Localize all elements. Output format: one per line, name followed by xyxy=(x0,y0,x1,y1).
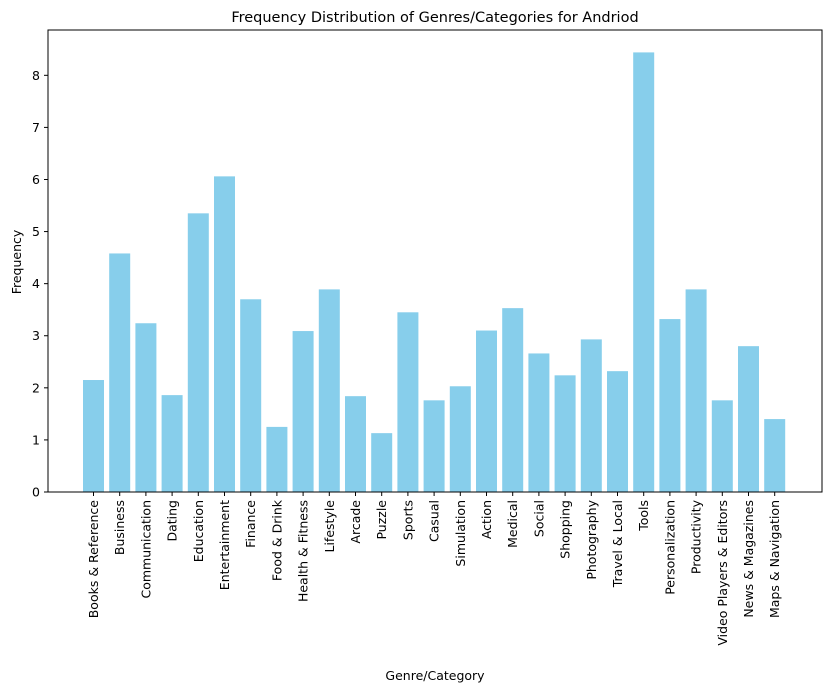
bar xyxy=(711,400,733,492)
x-tick-label: Dating xyxy=(165,500,180,542)
x-tick-label: Communication xyxy=(138,500,153,599)
chart-title: Frequency Distribution of Genres/Categor… xyxy=(231,10,638,26)
bar xyxy=(240,299,262,492)
bar xyxy=(83,380,104,492)
x-tick-label: Tools xyxy=(636,500,651,532)
bar xyxy=(476,330,497,492)
bar xyxy=(449,386,471,492)
bar xyxy=(135,323,157,492)
x-tick-label: Social xyxy=(531,500,546,537)
bar xyxy=(738,346,759,492)
y-tick-label: 2 xyxy=(32,380,40,395)
x-tick-label: Photography xyxy=(584,499,599,579)
bar xyxy=(161,395,183,492)
x-tick-label: Productivity xyxy=(689,499,704,574)
x-tick-label: Health & Fitness xyxy=(296,500,311,602)
x-tick-label: Video Players & Editors xyxy=(715,500,730,646)
y-tick-label: 1 xyxy=(32,432,40,447)
x-tick-label: Finance xyxy=(243,500,258,548)
x-tick-label: Puzzle xyxy=(374,500,389,540)
bar xyxy=(502,308,524,492)
bar xyxy=(371,433,393,492)
x-tick-label: Maps & Navigation xyxy=(767,500,782,618)
x-tick-label: Shopping xyxy=(558,500,573,559)
y-tick-label: 6 xyxy=(32,172,40,187)
x-tick-label: Education xyxy=(191,500,206,562)
bar xyxy=(764,419,786,492)
x-axis-label: Genre/Category xyxy=(385,668,485,683)
x-tick-label: Business xyxy=(112,500,127,555)
bar xyxy=(659,319,681,492)
bar xyxy=(187,213,209,492)
x-tick-label: Casual xyxy=(427,500,442,542)
x-tick-label: Arcade xyxy=(348,500,363,544)
y-tick-label: 7 xyxy=(32,120,40,135)
x-tick-label: Action xyxy=(479,500,494,539)
x-tick-label: Lifestyle xyxy=(322,500,337,553)
y-axis-label: Frequency xyxy=(9,229,24,294)
bar xyxy=(580,339,602,492)
bar xyxy=(345,396,366,492)
bar xyxy=(292,331,314,492)
y-tick-label: 0 xyxy=(32,485,40,500)
bar xyxy=(423,400,445,492)
bar xyxy=(266,426,288,492)
bar xyxy=(554,375,576,492)
bar xyxy=(528,353,550,492)
x-tick-label: Personalization xyxy=(662,500,677,595)
x-axis-ticks: Books & Reference Business Communication Da… xyxy=(86,492,782,646)
x-tick-label: Medical xyxy=(505,500,520,548)
y-tick-label: 5 xyxy=(32,224,40,239)
y-tick-label: 8 xyxy=(32,68,40,83)
bar xyxy=(109,253,131,492)
plot-frame xyxy=(47,29,823,493)
x-tick-label: Travel & Local xyxy=(610,500,625,588)
x-tick-label: Simulation xyxy=(453,500,468,567)
bar xyxy=(607,371,628,492)
x-tick-label: Food & Drink xyxy=(269,499,284,581)
bar xyxy=(633,52,655,493)
x-tick-label: Sports xyxy=(400,500,415,540)
y-axis-ticks: 0 1 2 3 4 5 6 7 8 xyxy=(32,68,48,500)
x-tick-label: Books & Reference xyxy=(86,500,101,619)
bar xyxy=(397,312,419,492)
x-tick-label: News & Magazines xyxy=(741,500,756,618)
bars-group xyxy=(83,52,786,493)
y-tick-label: 4 xyxy=(32,276,40,291)
bar xyxy=(318,289,340,492)
bar xyxy=(685,289,707,492)
x-tick-label: Entertainment xyxy=(217,500,232,590)
y-tick-label: 3 xyxy=(32,328,40,343)
bar xyxy=(214,176,235,493)
